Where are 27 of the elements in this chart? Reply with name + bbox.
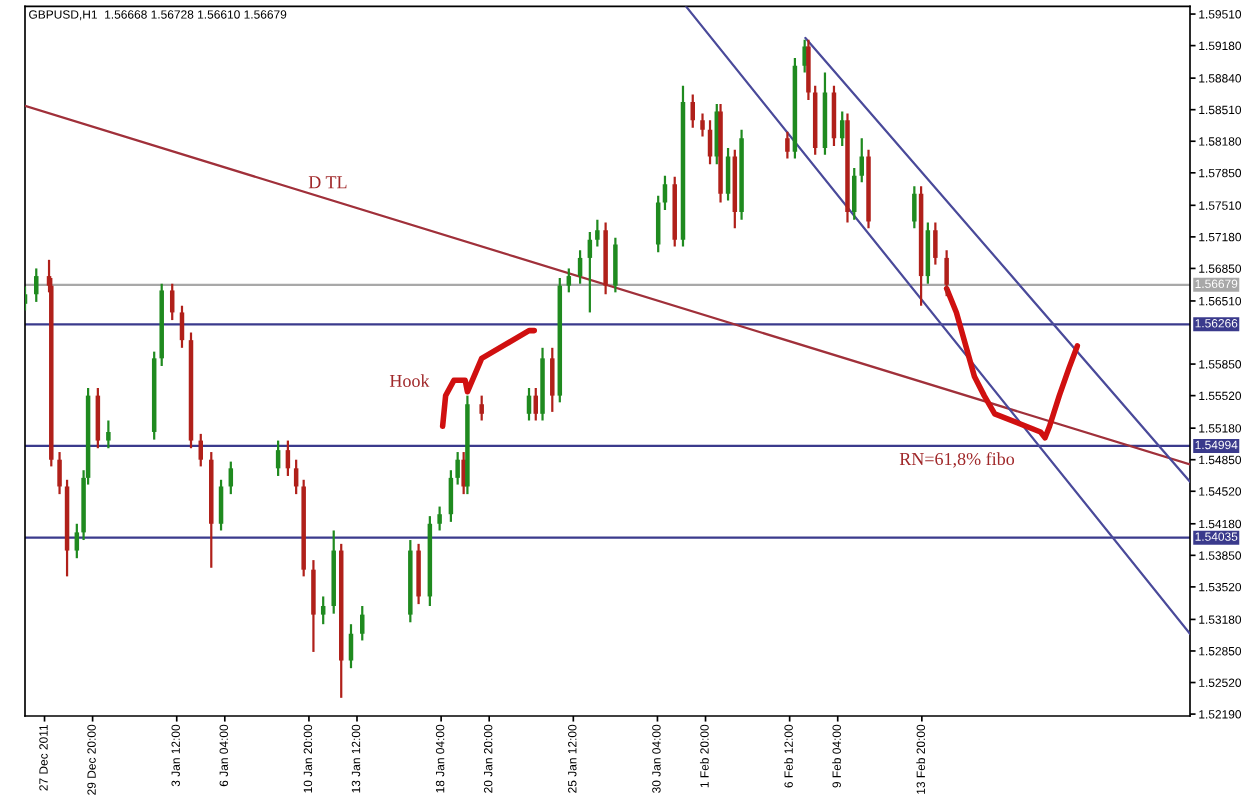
candlestick bbox=[700, 112, 705, 138]
candlestick bbox=[360, 604, 365, 642]
candlestick bbox=[57, 450, 62, 496]
candlestick bbox=[613, 236, 618, 294]
candlestick bbox=[550, 346, 555, 413]
candlestick bbox=[944, 249, 949, 298]
candlestick bbox=[106, 419, 111, 450]
annotation: D TL bbox=[308, 176, 347, 189]
candlestick bbox=[933, 221, 938, 266]
candlestick bbox=[690, 93, 696, 129]
candlestick bbox=[655, 194, 661, 254]
candlestick bbox=[416, 542, 421, 606]
candlestick bbox=[320, 595, 326, 626]
candlestick bbox=[179, 304, 185, 349]
line-series bbox=[943, 285, 1081, 441]
annotation: RN=61,8% fibo bbox=[899, 452, 1015, 468]
candlestick bbox=[218, 478, 224, 532]
candlestick bbox=[34, 267, 39, 304]
candlestick bbox=[912, 185, 917, 230]
candlestick bbox=[785, 130, 790, 160]
candlestick bbox=[479, 394, 484, 422]
annotation: Hook bbox=[389, 374, 430, 388]
candlestick bbox=[437, 505, 442, 532]
candlestick bbox=[595, 218, 600, 248]
candlestick bbox=[566, 267, 572, 294]
line-series bbox=[439, 327, 538, 430]
candlestick bbox=[311, 559, 316, 654]
